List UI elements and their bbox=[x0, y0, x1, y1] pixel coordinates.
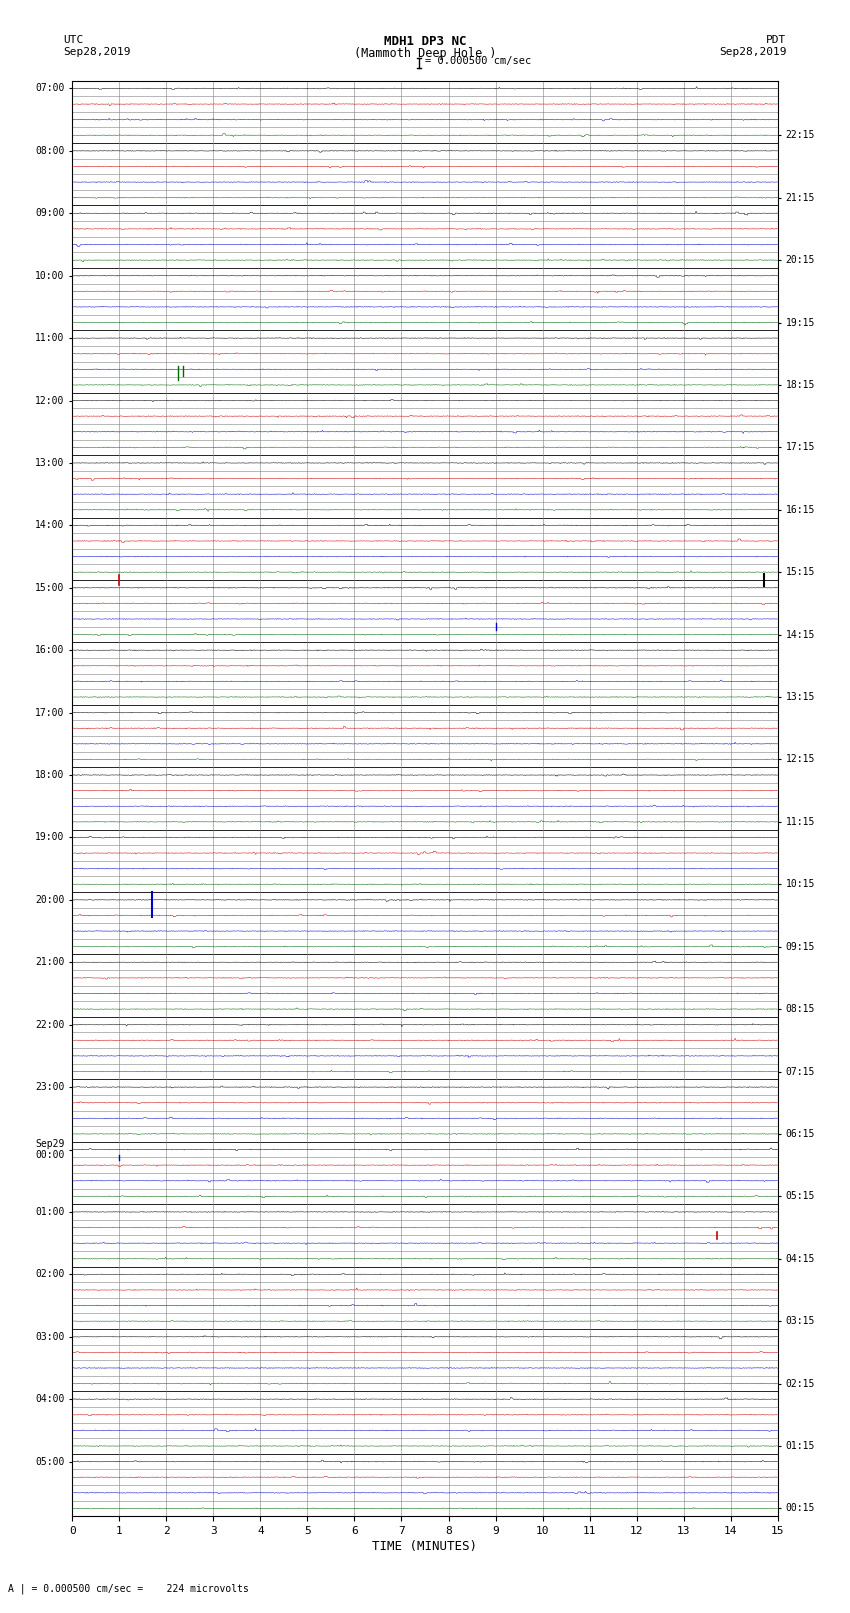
X-axis label: TIME (MINUTES): TIME (MINUTES) bbox=[372, 1540, 478, 1553]
Text: MDH1 DP3 NC: MDH1 DP3 NC bbox=[383, 35, 467, 48]
Text: = 0.000500 cm/sec: = 0.000500 cm/sec bbox=[425, 56, 531, 66]
Text: Sep28,2019: Sep28,2019 bbox=[719, 47, 786, 56]
Text: UTC: UTC bbox=[64, 35, 84, 45]
Text: A | = 0.000500 cm/sec =    224 microvolts: A | = 0.000500 cm/sec = 224 microvolts bbox=[8, 1582, 249, 1594]
Text: PDT: PDT bbox=[766, 35, 786, 45]
Text: (Mammoth Deep Hole ): (Mammoth Deep Hole ) bbox=[354, 47, 496, 60]
Text: Sep28,2019: Sep28,2019 bbox=[64, 47, 131, 56]
